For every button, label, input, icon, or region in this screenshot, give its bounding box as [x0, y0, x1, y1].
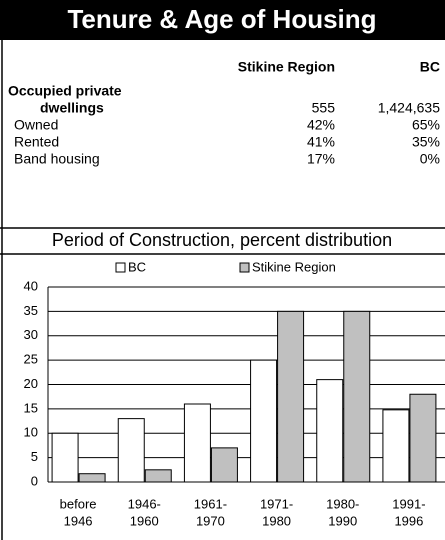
y-tick-label: 35 [24, 303, 38, 318]
bar [78, 473, 106, 483]
x-tick-label: 1990 [328, 513, 357, 528]
x-tick-label: 1980- [326, 496, 359, 511]
cell: 42% [307, 117, 335, 133]
y-tick-label: 5 [31, 449, 38, 464]
cell: 41% [307, 134, 335, 150]
legend-label: Stikine Region [252, 259, 336, 274]
column-header: BC [420, 59, 440, 75]
row-label: Rented [14, 134, 59, 150]
x-tick-label: before [60, 496, 97, 511]
bar [316, 379, 344, 483]
chart-title: Period of Construction, percent distribu… [52, 230, 392, 250]
bar [382, 409, 410, 483]
x-tick-label: 1991- [392, 496, 425, 511]
y-tick-label: 25 [24, 352, 38, 367]
x-tick-label: 1960 [130, 513, 159, 528]
title-banner [0, 0, 445, 40]
bar [409, 393, 437, 483]
bar [51, 432, 79, 483]
bar [250, 359, 278, 483]
row-label: Owned [14, 117, 58, 133]
y-tick-label: 15 [24, 400, 38, 415]
x-tick-label: 1961- [194, 496, 227, 511]
y-tick-label: 0 [31, 473, 38, 488]
x-tick-label: 1970 [196, 513, 225, 528]
bar [210, 447, 238, 483]
legend-label: BC [128, 259, 146, 274]
title: Tenure & Age of Housing [67, 4, 376, 34]
cell: 65% [412, 117, 440, 133]
legend-swatch [115, 262, 126, 273]
bar [343, 310, 371, 483]
x-tick-label: 1996 [394, 513, 423, 528]
x-tick-label: 1980 [262, 513, 291, 528]
row-label: dwellings [40, 100, 104, 116]
row-label: Occupied private [8, 83, 122, 99]
x-tick-label: 1946- [128, 496, 161, 511]
cell: 1,424,635 [378, 100, 440, 116]
cell: 0% [420, 151, 440, 167]
y-tick-label: 20 [24, 376, 38, 391]
x-tick-label: 1946 [64, 513, 93, 528]
cell: 35% [412, 134, 440, 150]
y-tick-label: 40 [24, 278, 38, 293]
cell: 17% [307, 151, 335, 167]
cell: 555 [312, 100, 336, 116]
row-label: Band housing [14, 151, 100, 167]
y-tick-label: 10 [24, 425, 38, 440]
bar [183, 403, 211, 483]
column-header: Stikine Region [238, 59, 335, 75]
legend-swatch [239, 262, 250, 273]
bar [144, 469, 172, 483]
y-tick-label: 30 [24, 327, 38, 342]
x-tick-label: 1971- [260, 496, 293, 511]
bar [117, 418, 145, 483]
bar [277, 310, 305, 483]
